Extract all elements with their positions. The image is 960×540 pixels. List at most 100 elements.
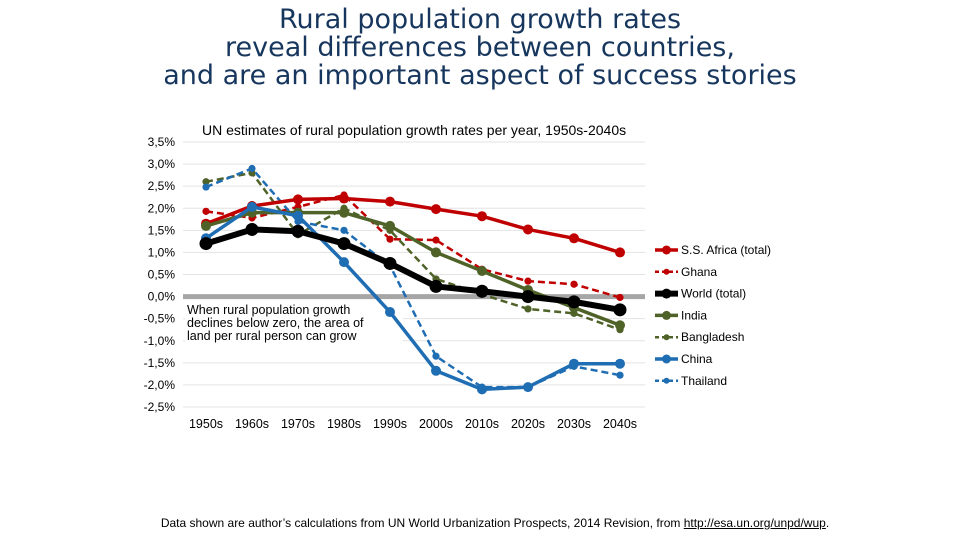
y-tick-label: 1,5%: [148, 223, 176, 237]
legend-swatch-marker: [663, 334, 670, 341]
data-point: [615, 320, 625, 331]
legend-item: India: [655, 308, 707, 322]
source-text: Data shown are author’s calculations fro…: [160, 516, 684, 530]
gridlines: [183, 141, 645, 408]
source-note: Data shown are author’s calculations fro…: [0, 516, 960, 530]
y-tick-label: 1,0%: [148, 245, 176, 259]
legend-item: China: [655, 352, 713, 366]
y-axis-tick-labels: 3,5% 3,0% 2,5% 2,0% 1,5% 1,0% 0,5% 0,0% -0,5% -1,…: [144, 135, 176, 414]
y-tick-label: 3,5%: [148, 135, 176, 149]
series-s-s-africa-total: [201, 193, 625, 258]
data-point: [615, 358, 625, 369]
legend-swatch-marker: [662, 354, 671, 364]
legend-item: Thailand: [655, 374, 727, 388]
data-point: [293, 194, 303, 205]
data-point: [523, 382, 533, 393]
data-point: [340, 226, 348, 234]
y-tick-label: -2,0%: [144, 378, 176, 392]
data-point: [477, 211, 487, 222]
x-tick-label: 2040s: [603, 417, 637, 431]
x-tick-label: 1980s: [327, 417, 361, 431]
legend-label: S.S. Africa (total): [681, 243, 771, 257]
data-point: [202, 183, 210, 191]
line-chart: UN estimates of rural population growth …: [144, 122, 771, 431]
x-axis-tick-labels: 1950s 1960s 1970s 1980s 1990s 2000s 2010s 2020s…: [189, 417, 637, 431]
data-point: [432, 236, 440, 244]
data-point: [248, 164, 256, 173]
data-point: [613, 303, 627, 317]
x-tick-label: 2020s: [511, 417, 545, 431]
data-point: [199, 237, 213, 251]
x-tick-label: 2000s: [419, 417, 453, 431]
data-point: [523, 224, 533, 235]
source-end: .: [825, 516, 830, 530]
series-line: [205, 205, 620, 392]
legend-label: China: [681, 352, 713, 366]
y-tick-label: -1,5%: [144, 356, 176, 370]
annotation-line-2: declines below zero, the area of: [187, 316, 364, 330]
data-point: [477, 265, 487, 276]
data-point: [291, 224, 305, 238]
y-tick-label: 2,5%: [148, 179, 176, 193]
legend-swatch-marker: [662, 245, 671, 255]
data-point: [569, 358, 579, 369]
y-tick-label: 0,0%: [148, 290, 176, 304]
data-point: [201, 220, 211, 231]
source-link[interactable]: http://esa.un.org/unpd/wup: [683, 516, 826, 530]
data-point: [293, 210, 303, 221]
y-tick-label: -1,0%: [144, 334, 176, 348]
series-line: [205, 196, 621, 255]
data-point: [339, 207, 349, 218]
data-point: [339, 257, 349, 268]
x-tick-label: 1960s: [235, 417, 269, 431]
legend-label: India: [681, 308, 707, 322]
series-line: [205, 226, 621, 313]
x-tick-label: 1990s: [373, 417, 407, 431]
data-point: [569, 233, 579, 244]
annotation-line-1: When rural population growth: [187, 303, 350, 317]
data-point: [477, 384, 487, 395]
series-china: [201, 201, 625, 395]
data-point: [202, 178, 210, 186]
data-point: [247, 201, 257, 212]
chart-title: UN estimates of rural population growth …: [202, 122, 626, 138]
y-tick-label: -0,5%: [144, 312, 176, 326]
data-point: [431, 204, 441, 215]
data-point: [385, 307, 395, 318]
annotation: When rural population growth declines be…: [187, 303, 364, 343]
y-tick-label: 0,5%: [148, 268, 176, 282]
legend-label: Bangladesh: [681, 330, 744, 344]
data-point: [524, 277, 532, 285]
data-point: [475, 284, 489, 298]
data-point: [432, 352, 440, 360]
series-lines: [199, 164, 627, 395]
x-tick-label: 1950s: [189, 417, 223, 431]
y-tick-label: 3,0%: [148, 157, 176, 171]
data-point: [337, 237, 351, 251]
legend-label: World (total): [681, 287, 746, 301]
data-point: [429, 279, 443, 293]
data-point: [431, 365, 441, 376]
data-point: [386, 235, 394, 243]
legend-item: Ghana: [655, 265, 717, 279]
title-line-1: Rural population growth rates: [278, 4, 682, 35]
legend-label: Thailand: [681, 374, 727, 388]
data-point: [521, 290, 535, 304]
legend-swatch-marker: [661, 288, 672, 299]
legend-swatch-marker: [663, 377, 670, 384]
title-line-3: and are an important aspect of success s…: [163, 60, 797, 91]
legend-item: World (total): [655, 287, 746, 301]
data-point: [383, 256, 397, 270]
data-point: [616, 293, 624, 302]
y-tick-label: -2,5%: [144, 400, 176, 414]
data-point: [339, 193, 349, 204]
data-point: [245, 222, 259, 236]
legend-swatch-marker: [662, 310, 671, 320]
legend-swatch-marker: [663, 268, 670, 275]
y-tick-label: 2,0%: [148, 201, 176, 215]
series-world-total: [199, 222, 627, 317]
legend-label: Ghana: [681, 265, 717, 279]
title-line-2: reveal differences between countries,: [225, 32, 735, 63]
data-point: [202, 207, 210, 215]
annotation-background: [185, 300, 403, 345]
